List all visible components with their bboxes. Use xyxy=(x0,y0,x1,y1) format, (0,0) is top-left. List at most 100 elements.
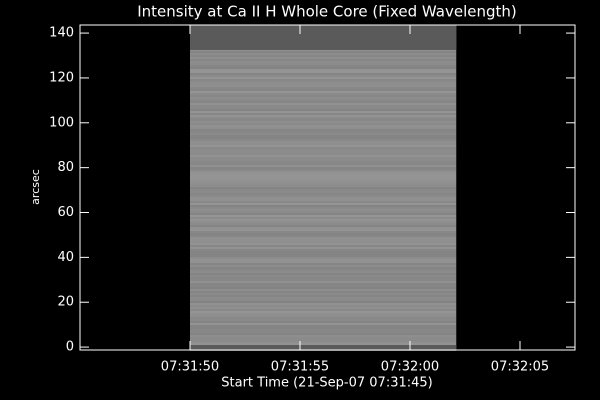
image-row xyxy=(190,215,457,217)
image-row xyxy=(190,281,457,283)
image-row xyxy=(190,317,457,319)
image-row xyxy=(190,97,457,99)
image-row xyxy=(190,151,457,153)
image-row xyxy=(190,339,457,341)
image-row xyxy=(190,229,457,231)
y-tick-label: 40 xyxy=(57,250,74,265)
image-row xyxy=(190,263,457,265)
image-row xyxy=(190,115,457,117)
y-tick-label: 20 xyxy=(57,295,74,310)
image-row xyxy=(190,319,457,321)
image-row xyxy=(190,121,457,123)
image-row xyxy=(190,175,457,177)
image-row xyxy=(190,169,457,171)
y-axis-label: arcsec xyxy=(29,169,42,205)
image-row xyxy=(190,189,457,191)
image-row xyxy=(190,141,457,143)
image-row xyxy=(190,129,457,131)
image-row xyxy=(190,203,457,205)
image-row xyxy=(190,307,457,309)
image-row xyxy=(190,223,457,225)
image-row xyxy=(190,287,457,289)
image-row xyxy=(190,65,457,67)
image-row xyxy=(190,313,457,315)
image-row xyxy=(190,93,457,95)
image-row xyxy=(190,131,457,133)
image-row xyxy=(190,325,457,327)
image-row xyxy=(190,323,457,325)
image-row xyxy=(190,293,457,295)
image-row xyxy=(190,163,457,165)
x-tick-label: 07:31:50 xyxy=(161,360,219,375)
image-row xyxy=(190,95,457,97)
image-row xyxy=(190,89,457,91)
image-row xyxy=(190,55,457,57)
image-row xyxy=(190,187,457,189)
image-row xyxy=(190,85,457,87)
image-row xyxy=(190,267,457,269)
image-row xyxy=(190,245,457,247)
image-row xyxy=(190,289,457,291)
image-row xyxy=(190,167,457,169)
image-row xyxy=(190,283,457,285)
x-tick-label: 07:32:05 xyxy=(491,360,549,375)
image-row xyxy=(190,109,457,111)
image-row xyxy=(190,185,457,187)
image-row xyxy=(190,249,457,251)
chart-title: Intensity at Ca II H Whole Core (Fixed W… xyxy=(137,3,516,21)
image-row xyxy=(190,173,457,175)
image-row xyxy=(190,335,457,337)
image-row xyxy=(190,197,457,199)
image-row xyxy=(190,107,457,109)
image-row xyxy=(190,241,457,243)
image-row xyxy=(190,239,457,241)
image-row xyxy=(190,91,457,93)
image-row xyxy=(190,137,457,139)
image-row xyxy=(190,309,457,311)
image-row xyxy=(190,99,457,101)
image-row xyxy=(190,73,457,75)
image-row xyxy=(190,315,457,317)
image-row xyxy=(190,343,457,345)
image-row xyxy=(190,201,457,203)
image-row xyxy=(190,61,457,63)
image-row xyxy=(190,331,457,333)
image-row xyxy=(190,311,457,313)
image-row xyxy=(190,209,457,211)
image-row xyxy=(190,207,457,209)
y-tick-label: 120 xyxy=(49,70,74,85)
image-row xyxy=(190,285,457,287)
image-row xyxy=(190,81,457,83)
image-row xyxy=(190,235,457,237)
image-row xyxy=(190,125,457,127)
image-row xyxy=(190,51,457,53)
image-bottom-band xyxy=(190,345,457,350)
image-top-band xyxy=(190,25,457,50)
image-row xyxy=(190,105,457,107)
image-row xyxy=(190,145,457,147)
image-row xyxy=(190,237,457,239)
image-row xyxy=(190,179,457,181)
image-row xyxy=(190,79,457,81)
image-row xyxy=(190,171,457,173)
image-row xyxy=(190,219,457,221)
image-row xyxy=(190,233,457,235)
image-row xyxy=(190,149,457,151)
image-row xyxy=(190,63,457,65)
image-row xyxy=(190,243,457,245)
image-row xyxy=(190,155,457,157)
image-row xyxy=(190,59,457,61)
image-row xyxy=(190,305,457,307)
image-row xyxy=(190,295,457,297)
image-row xyxy=(190,199,457,201)
image xyxy=(190,25,457,351)
image-row xyxy=(190,181,457,183)
image-row xyxy=(190,275,457,277)
image-row xyxy=(190,67,457,69)
image-row xyxy=(190,221,457,223)
image-row xyxy=(190,321,457,323)
image-row xyxy=(190,147,457,149)
image-row xyxy=(190,265,457,267)
image-row xyxy=(190,127,457,129)
image-row xyxy=(190,205,457,207)
